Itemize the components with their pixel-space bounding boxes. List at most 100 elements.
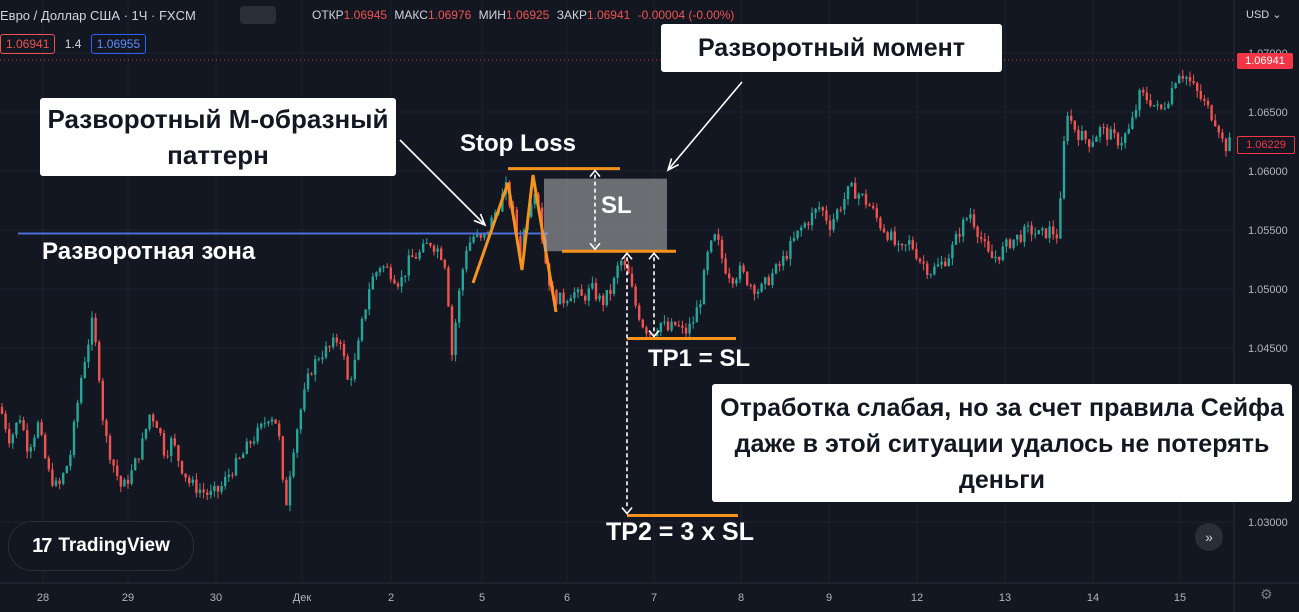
candle-body	[141, 438, 144, 460]
candle-body	[339, 342, 342, 344]
candle-body	[1142, 89, 1145, 93]
candle-body	[206, 492, 209, 496]
spread-value: 1.4	[64, 37, 82, 51]
tradingview-name: TradingView	[58, 535, 170, 556]
candle-body	[893, 231, 896, 245]
candle-body	[983, 239, 986, 242]
currency-selector[interactable]: USD ⌄	[1246, 9, 1282, 21]
candle-body	[800, 227, 803, 231]
candle-body	[980, 237, 983, 240]
y-tick-label: 1.06500	[1248, 107, 1288, 119]
candle-body	[1095, 136, 1098, 142]
candle-body	[994, 256, 997, 259]
candle-body	[861, 193, 864, 195]
candle-body	[213, 485, 216, 491]
candle-body	[587, 288, 590, 301]
candle-body	[692, 322, 695, 324]
candle-body	[216, 485, 220, 492]
candle-body	[576, 289, 580, 293]
candle-body	[530, 204, 533, 217]
candle-body	[198, 489, 202, 493]
candle-body	[263, 423, 266, 425]
candle-body	[1084, 131, 1087, 140]
candle-body	[1206, 100, 1210, 106]
candle-body	[836, 209, 839, 220]
candle-body	[195, 479, 198, 493]
comment-box: Отработка слабая, но за счет правила Сей…	[712, 384, 1292, 502]
candle-body	[857, 194, 860, 199]
stop-loss-box	[544, 178, 667, 252]
candle-body	[742, 265, 745, 272]
candle-body	[1120, 142, 1123, 146]
candle-body	[414, 257, 418, 259]
candle-body	[656, 331, 659, 337]
candle-body	[1185, 76, 1188, 79]
candle-body	[1048, 226, 1051, 238]
tradingview-logo[interactable]: 17 TradingView	[8, 521, 194, 571]
candle-body	[1217, 126, 1220, 133]
ask-price[interactable]: 1.06955	[90, 34, 147, 54]
candle-body	[962, 219, 965, 237]
x-tick-label: 5	[479, 592, 485, 604]
candle-body	[1167, 103, 1170, 109]
candle-body	[976, 226, 979, 238]
visibility-toggle[interactable]	[240, 6, 276, 24]
m-pattern-shape	[471, 174, 558, 313]
candle-body	[1138, 89, 1141, 111]
candle-body	[695, 307, 698, 323]
candle-body	[681, 325, 684, 328]
symbol-title[interactable]: Евро / Доллар США · 1Ч · FXCM	[0, 8, 196, 23]
candle-body	[33, 437, 36, 448]
candle-body	[602, 295, 605, 306]
candle-body	[1041, 228, 1044, 231]
scroll-to-realtime-button[interactable]: »	[1195, 523, 1223, 551]
candle-body	[231, 474, 234, 476]
candle-body	[465, 250, 468, 270]
candle-body	[684, 327, 688, 334]
candle-body	[1178, 75, 1181, 84]
candle-body	[764, 277, 767, 284]
candle-body	[1023, 226, 1026, 242]
candle-body	[821, 207, 824, 211]
candle-body	[249, 441, 252, 444]
candle-body	[144, 428, 148, 439]
candle-body	[1203, 98, 1206, 101]
zone-label: Разворотная зона	[42, 238, 256, 265]
candle-body	[630, 273, 634, 287]
candle-body	[803, 223, 806, 228]
tp2-arrow-head-down	[621, 507, 633, 515]
candle-body	[62, 473, 65, 484]
candle-body	[591, 282, 594, 289]
candle-body	[321, 357, 324, 360]
gear-icon[interactable]: ⚙	[1260, 586, 1273, 602]
candle-body	[584, 295, 587, 301]
candle-body	[688, 323, 691, 334]
candle-body	[0, 407, 4, 414]
x-tick-label: 15	[1174, 592, 1186, 604]
candle-body	[11, 434, 14, 444]
bid-price[interactable]: 1.06941	[0, 34, 56, 54]
candle-body	[569, 298, 572, 302]
candle-body	[1113, 129, 1116, 134]
candle-body	[947, 258, 950, 266]
candle-body	[328, 346, 331, 348]
candle-body	[476, 234, 479, 237]
tp1-label: TP1 = SL	[648, 345, 751, 372]
candle-body	[393, 279, 396, 284]
candle-body	[1214, 120, 1217, 127]
candle-body	[677, 325, 680, 327]
candle-body	[612, 277, 616, 294]
candle-body	[933, 266, 936, 275]
candle-body	[436, 248, 439, 252]
x-tick-label: 13	[999, 592, 1011, 604]
candle-body	[666, 321, 670, 331]
y-tick-label: 1.06000	[1248, 166, 1288, 178]
candle-body	[335, 337, 338, 343]
candle-body	[65, 466, 68, 474]
candle-body	[1149, 100, 1152, 106]
candle-body	[180, 460, 184, 474]
candle-body	[1116, 133, 1120, 146]
candle-body	[645, 327, 648, 334]
candle-body	[1196, 83, 1199, 91]
ohlc-legend: ОТКР1.06945 МАКС1.06976 МИН1.06925 ЗАКР1…	[312, 8, 735, 22]
